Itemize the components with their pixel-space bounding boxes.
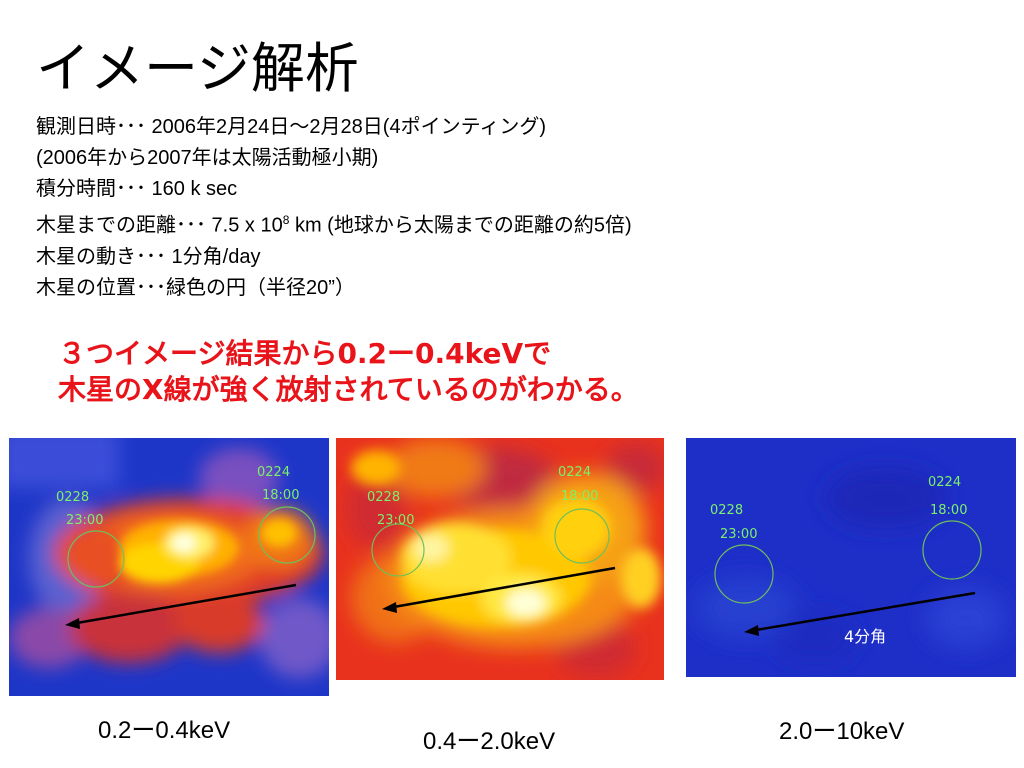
distance-suffix: km (地球から太陽までの距離の約5倍)	[289, 214, 632, 237]
jupiter-position-circle-right	[554, 508, 610, 564]
label-left-date: 0228	[56, 490, 89, 505]
arrow-head	[65, 618, 80, 629]
xray-image-medium: 0228 23:00 0224 18:00	[336, 438, 664, 680]
label-left-time: 23:00	[66, 513, 103, 528]
label-left-date: 0228	[710, 503, 743, 518]
heatmap-soft: 0228 23:00 0224 18:00	[9, 438, 329, 696]
solar-minimum-note: (2006年から2007年は太陽活動極小期)	[36, 147, 379, 169]
xray-image-hard: 0228 23:00 0224 18:00 4分角	[686, 438, 1016, 677]
label-right-date: 0224	[257, 465, 290, 480]
jupiter-position-circle-right	[258, 506, 316, 564]
heatmap-hard: 0228 23:00 0224 18:00 4分角	[686, 438, 1016, 677]
jupiter-position: 木星の位置･･･緑色の円（半径20”）	[36, 276, 355, 299]
scale-label: 4分角	[844, 627, 886, 646]
conclusion-line-1: ３つイメージ結果から0.2ー0.4keVで	[58, 337, 552, 370]
jupiter-position-circle-left	[371, 523, 425, 577]
label-left-time: 23:00	[720, 527, 757, 542]
label-right-time: 18:00	[262, 488, 299, 503]
jupiter-position-circle-right	[922, 520, 982, 580]
observation-date: 観測日時･･･ 2006年2月24日～2月28日(4ポインティング)	[36, 116, 547, 138]
label-right-time: 18:00	[561, 489, 598, 504]
observation-info: 観測日時･･･ 2006年2月24日～2月28日(4ポインティング) (2006…	[36, 112, 632, 304]
motion-arrow	[387, 566, 616, 610]
integration-time: 積分時間･･･ 160 k sec	[36, 178, 238, 200]
arrow-head	[382, 602, 397, 613]
caption-soft: 0.2ー0.4keV	[98, 717, 231, 744]
xray-image-soft: 0228 23:00 0224 18:00	[9, 438, 329, 696]
label-right-time: 18:00	[930, 503, 967, 518]
label-right-date: 0224	[558, 465, 591, 480]
distance-prefix: 木星までの距離･･･ 7.5 x 10	[36, 214, 283, 237]
caption-medium: 0.4ー2.0keV	[423, 728, 556, 755]
motion-arrow	[749, 591, 976, 633]
jupiter-position-circle-left	[67, 530, 125, 588]
conclusion-line-2: 木星のX線が強く放射されているのがわかる。	[58, 373, 639, 406]
conclusion-text: ３つイメージ結果から0.2ー0.4keVで 木星のX線が強く放射されているのがわ…	[58, 336, 639, 408]
jupiter-motion: 木星の動き･･･ 1分角/day	[36, 245, 261, 268]
heatmap-medium: 0228 23:00 0224 18:00	[336, 438, 664, 680]
slide-title: イメージ解析	[36, 37, 359, 100]
jupiter-position-circle-left	[714, 544, 774, 604]
label-left-date: 0228	[367, 490, 400, 505]
arrow-head	[744, 625, 759, 636]
label-left-time: 23:00	[377, 513, 414, 528]
caption-hard: 2.0ー10keV	[779, 718, 905, 745]
label-right-date: 0224	[928, 475, 961, 490]
jupiter-distance: 木星までの距離･･･ 7.5 x 108 km (地球から太陽までの距離の約5倍…	[36, 205, 632, 242]
motion-arrow	[70, 583, 297, 626]
distance-exponent: 8	[282, 213, 290, 227]
